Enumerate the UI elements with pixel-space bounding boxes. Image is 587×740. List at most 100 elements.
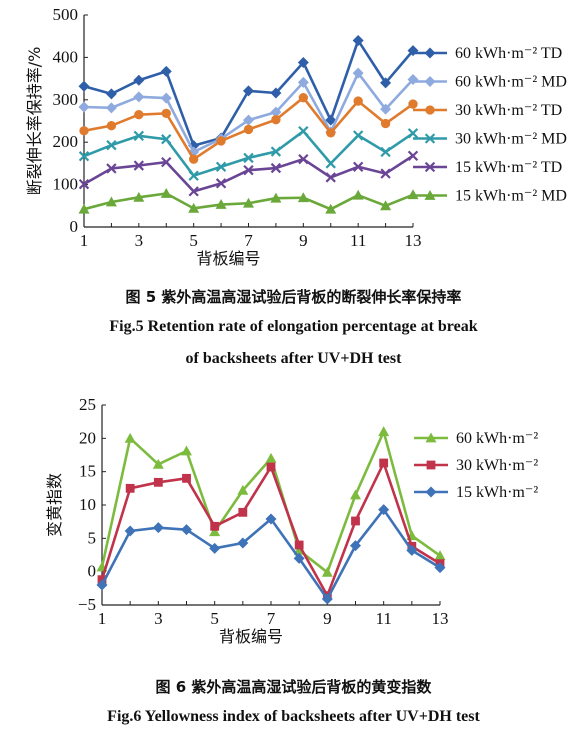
legend-marker bbox=[424, 190, 436, 200]
data-point bbox=[161, 108, 171, 119]
data-point bbox=[243, 152, 254, 164]
data-point bbox=[188, 186, 199, 197]
data-point bbox=[134, 109, 144, 120]
data-point bbox=[407, 150, 419, 161]
data-point bbox=[215, 199, 227, 209]
series-0 bbox=[96, 426, 446, 577]
data-point bbox=[350, 489, 361, 500]
data-point bbox=[161, 134, 172, 145]
legend-label: 60 kWh·m⁻² TD bbox=[455, 45, 562, 62]
data-point bbox=[181, 445, 192, 456]
legend-label: 60 kWh·m⁻² bbox=[456, 430, 538, 447]
data-point bbox=[78, 80, 90, 92]
data-point bbox=[181, 524, 192, 536]
data-point bbox=[78, 151, 90, 162]
data-point bbox=[380, 77, 392, 89]
data-point bbox=[106, 139, 117, 151]
data-point bbox=[152, 522, 164, 534]
y-axis-label: 变黄指数 bbox=[45, 473, 64, 537]
series-5 bbox=[78, 188, 419, 214]
legend-marker bbox=[424, 76, 436, 87]
x-tick-label: 5 bbox=[210, 609, 219, 628]
y-tick-label: 15 bbox=[79, 462, 96, 481]
data-point bbox=[238, 507, 248, 517]
series-line bbox=[100, 430, 441, 574]
legend-marker bbox=[426, 460, 436, 470]
figure6-caption-en: Fig.6 Yellowness index of backsheets aft… bbox=[107, 708, 480, 725]
data-point bbox=[352, 189, 364, 200]
legend-marker bbox=[425, 486, 437, 498]
x-tick-label: 1 bbox=[98, 609, 107, 628]
data-point bbox=[297, 192, 309, 203]
data-point bbox=[298, 93, 309, 103]
legend-marker bbox=[424, 47, 436, 59]
data-point bbox=[188, 202, 200, 213]
data-point bbox=[294, 540, 304, 550]
series-4 bbox=[78, 150, 419, 197]
legend-label: 15 kWh·m⁻² MD bbox=[455, 188, 567, 205]
x-tick-label: 11 bbox=[350, 231, 366, 250]
data-point bbox=[161, 156, 172, 168]
data-point bbox=[380, 168, 391, 179]
data-point bbox=[265, 513, 277, 525]
data-point bbox=[380, 200, 392, 211]
x-tick-label: 13 bbox=[405, 231, 422, 250]
x-tick-label: 7 bbox=[244, 231, 253, 250]
data-point bbox=[270, 146, 282, 157]
figure5-caption-en-line1: Fig.5 Retention rate of elongation perce… bbox=[109, 318, 478, 335]
data-point bbox=[270, 192, 282, 203]
data-point bbox=[209, 542, 221, 554]
x-tick-label: 3 bbox=[135, 231, 144, 250]
y-tick-label: 10 bbox=[79, 495, 96, 514]
data-point bbox=[133, 160, 145, 171]
data-point bbox=[266, 462, 276, 472]
data-point bbox=[270, 87, 282, 99]
x-tick-label: 13 bbox=[432, 609, 449, 628]
data-point bbox=[352, 130, 364, 141]
figure6-caption-zh: 图 6 紫外高温高湿试验后背板的黄变指数 bbox=[155, 678, 432, 696]
x-tick-label: 9 bbox=[323, 609, 332, 628]
y-tick-label: 200 bbox=[53, 132, 79, 151]
data-point bbox=[351, 516, 360, 526]
data-point bbox=[321, 593, 333, 605]
data-point bbox=[434, 550, 446, 561]
x-tick-label: 5 bbox=[189, 231, 198, 250]
data-point bbox=[106, 120, 117, 131]
data-point bbox=[265, 452, 277, 463]
figure5-caption-zh: 图 5 紫外高温高湿试验后背板的断裂伸长率保持率 bbox=[125, 288, 462, 306]
data-point bbox=[297, 76, 309, 88]
data-point bbox=[96, 579, 108, 591]
data-point bbox=[152, 458, 164, 469]
data-point bbox=[78, 178, 90, 190]
data-point bbox=[133, 130, 145, 142]
x-tick-label: 7 bbox=[267, 609, 276, 628]
data-point bbox=[182, 473, 191, 483]
data-point bbox=[293, 552, 305, 564]
data-point bbox=[78, 203, 90, 214]
data-point bbox=[210, 521, 220, 531]
data-point bbox=[188, 170, 199, 181]
data-point bbox=[243, 85, 254, 97]
data-point bbox=[216, 136, 226, 146]
y-tick-label: 20 bbox=[79, 428, 96, 447]
data-point bbox=[298, 125, 309, 137]
data-point bbox=[297, 56, 309, 68]
data-point bbox=[434, 562, 446, 574]
data-point bbox=[325, 158, 336, 169]
data-point bbox=[243, 197, 254, 208]
legend-marker bbox=[425, 432, 437, 443]
x-tick-label: 9 bbox=[299, 231, 308, 250]
y-axis-label: 断裂伸长率保持率/% bbox=[25, 47, 44, 196]
legend-marker bbox=[424, 133, 436, 144]
series-2 bbox=[96, 504, 446, 605]
data-point bbox=[352, 161, 364, 172]
data-point bbox=[215, 178, 227, 189]
data-point bbox=[407, 128, 419, 139]
data-point bbox=[215, 161, 227, 172]
data-point bbox=[160, 188, 172, 198]
data-point bbox=[209, 526, 221, 537]
legend-marker bbox=[424, 161, 436, 173]
y-tick-label: 300 bbox=[53, 90, 79, 109]
